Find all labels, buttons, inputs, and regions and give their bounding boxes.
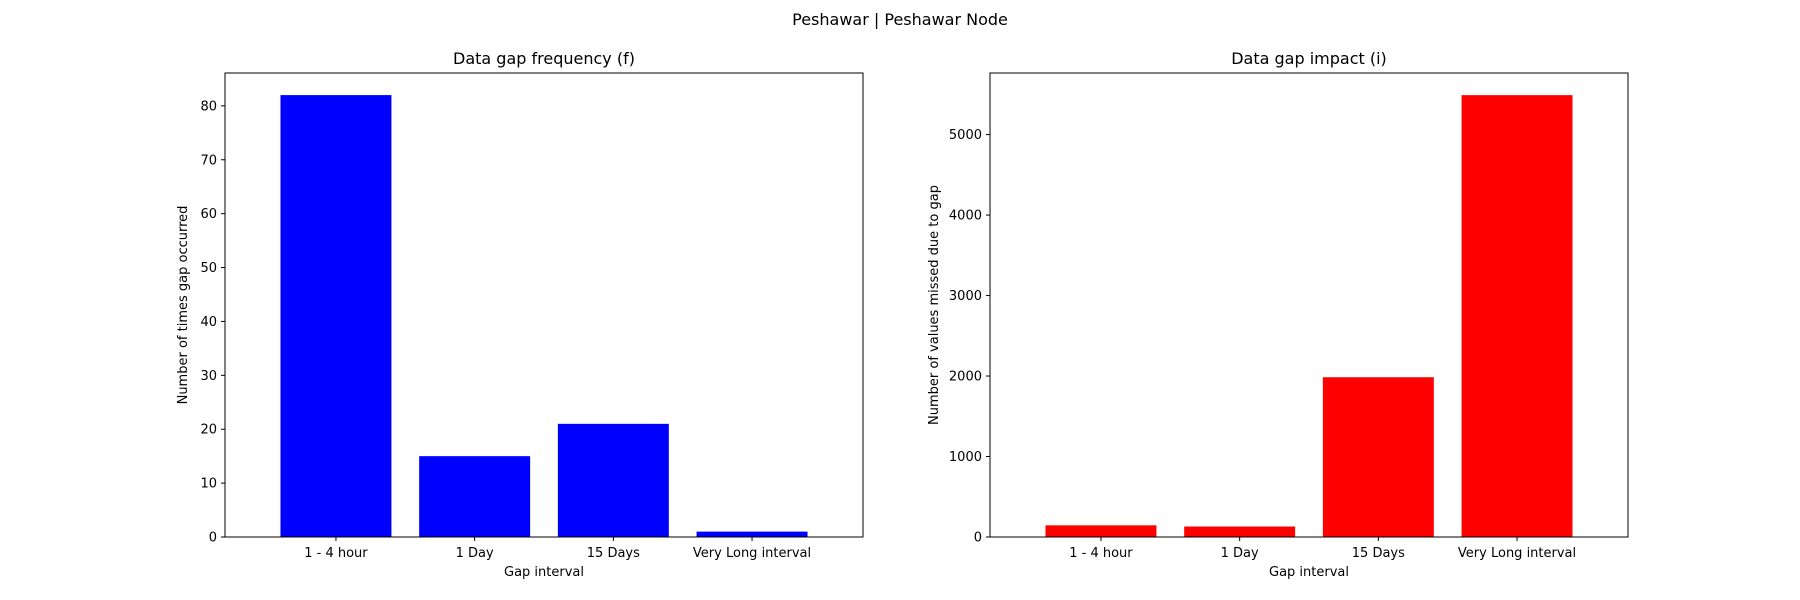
chart-title: Data gap impact (i) [1231,49,1387,68]
y-tick-label: 0 [974,531,982,546]
x-tick-label: 1 Day [456,546,494,561]
y-tick-label: 2000 [949,370,982,385]
y-tick-label: 60 [200,207,217,222]
y-tick-label: 30 [200,369,217,384]
y-tick-label: 1000 [949,450,982,465]
y-tick-label: 4000 [949,209,982,224]
y-tick-label: 80 [200,99,217,114]
plot-frame [224,72,864,538]
x-tick-label: Very Long interval [1458,546,1576,561]
bar-gap-frequency-1 [280,95,392,537]
y-tick-label: 50 [200,261,217,276]
y-tick-label: 5000 [949,128,982,143]
x-tick-label: 1 - 4 hour [1069,546,1133,561]
bar-gap-frequency-3 [557,423,669,537]
x-tick-label: 15 Days [1352,546,1405,561]
bar-gap-frequency-2 [419,456,531,537]
bar-gap-impact-1 [1045,525,1157,537]
bar-gap-impact-3 [1322,377,1434,537]
chart-gap-impact: 1 - 4 hour 1 Day 15 Days Very Long interval… [927,49,1629,580]
y-tick-label: 20 [200,423,217,438]
y-tick-label: 40 [200,315,217,330]
y-tick-label: 0 [209,531,217,546]
y-axis-label: Number of values missed due to gap [927,185,942,425]
x-tick-label: 15 Days [587,546,640,561]
x-axis-label: Gap interval [1269,565,1349,580]
bar-gap-impact-2 [1184,526,1296,537]
x-tick-label: 1 Day [1221,546,1259,561]
bar-gap-frequency-4 [696,531,808,537]
y-tick-label: 10 [200,477,217,492]
y-tick-label: 70 [200,153,217,168]
y-axis-label: Number of times gap occurred [176,206,191,405]
bar-gap-impact-4 [1461,95,1573,537]
chart-gap-frequency: 1 - 4 hour 1 Day 15 Days Very Long interval… [176,49,864,580]
figure-title: Peshawar | Peshawar Node [792,10,1008,29]
chart-title: Data gap frequency (f) [453,49,635,68]
plot-frame [989,72,1629,538]
x-tick-label: 1 - 4 hour [304,546,368,561]
x-axis-label: Gap interval [504,565,584,580]
x-tick-label: Very Long interval [693,546,811,561]
y-tick-label: 3000 [949,289,982,304]
